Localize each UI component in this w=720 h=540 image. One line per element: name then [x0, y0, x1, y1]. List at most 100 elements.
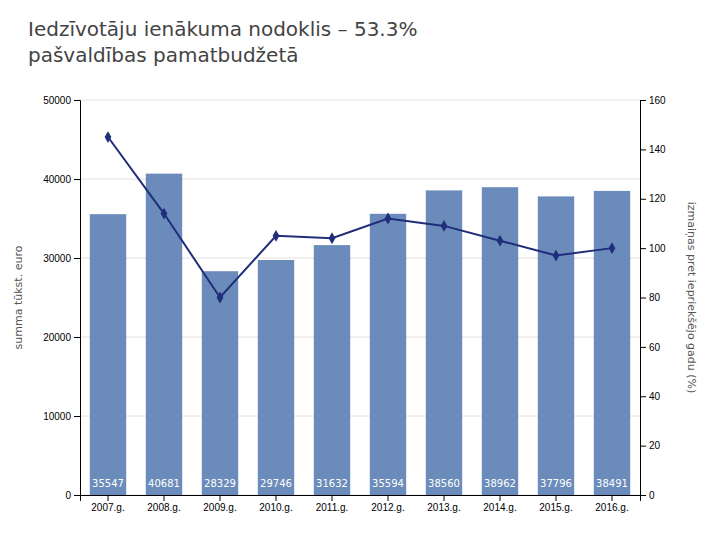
tick-mark: [640, 100, 646, 101]
marker: [273, 230, 280, 242]
tick: 30000: [43, 253, 80, 264]
marker: [441, 220, 448, 232]
tick: 2008.g.: [147, 495, 180, 513]
marker: [105, 131, 112, 143]
tick: 100: [640, 243, 666, 254]
tick-label: 2013.g.: [427, 502, 460, 513]
tick-mark: [556, 495, 557, 501]
tick-label: 40: [649, 391, 661, 402]
tick: 2012.g.: [371, 495, 404, 513]
bar: [370, 214, 406, 495]
tick-label: 10000: [43, 411, 71, 422]
axis-line: [81, 496, 641, 502]
bar: [426, 190, 462, 495]
bar: [90, 214, 126, 495]
tick-label: 60: [649, 342, 661, 353]
tick: 160: [640, 95, 666, 106]
tick-mark: [640, 495, 646, 496]
tick: 2011.g.: [316, 495, 349, 513]
data-label: 38962: [484, 478, 516, 489]
bar: [146, 174, 182, 495]
tick-mark: [220, 495, 221, 501]
marker: [217, 292, 224, 304]
tick: 120: [640, 193, 666, 204]
tick: 0: [640, 490, 655, 501]
tick-label: 100: [649, 243, 666, 254]
marker: [609, 242, 616, 254]
data-label: 35547: [92, 478, 124, 489]
tick-mark: [640, 347, 646, 348]
tick-label: 2009.g.: [203, 502, 236, 513]
tick: 40000: [43, 174, 80, 185]
axis-line: [74, 101, 81, 496]
data-label: 28329: [204, 478, 236, 489]
tick-label: 40000: [43, 174, 71, 185]
tick-mark: [74, 337, 80, 338]
tick: 2013.g.: [427, 495, 460, 513]
tick-label: 2015.g.: [539, 502, 572, 513]
y-axis: 0 10000 20000 30000 40000 50000: [43, 95, 80, 501]
tick-label: 30000: [43, 253, 71, 264]
tick-label: 20: [649, 440, 661, 451]
tick-label: 0: [649, 490, 655, 501]
tick-mark: [332, 495, 333, 501]
subtitle: pašvaldības pamatbudžetā: [28, 43, 299, 67]
axis-line: [641, 101, 647, 496]
tick: 2010.g.: [259, 495, 292, 513]
data-label: 29746: [260, 478, 292, 489]
tick: 2007.g.: [91, 495, 124, 513]
data-label: 38491: [596, 478, 628, 489]
marks: [90, 131, 630, 495]
data-labels: 3554740681283292974631632355943856038962…: [92, 478, 628, 489]
bar: [538, 196, 574, 495]
marker: [497, 235, 504, 247]
tick: 50000: [43, 95, 80, 106]
tick-mark: [276, 495, 277, 501]
marker: [161, 208, 168, 220]
tick-mark: [74, 495, 80, 496]
tick-label: 20000: [43, 332, 71, 343]
data-label: 31632: [316, 478, 348, 489]
tick-label: 50000: [43, 95, 71, 106]
tick-mark: [388, 495, 389, 501]
x-axis: 2007.g. 2008.g. 2009.g. 2010.g. 2011.g. 2012.…: [81, 495, 641, 513]
tick-label: 2016.g.: [595, 502, 628, 513]
tick-mark: [74, 416, 80, 417]
tick-mark: [74, 100, 80, 101]
chart: Iedzīvotāju ienākuma nodoklis – 53.3%paš…: [0, 0, 720, 540]
tick: 60: [640, 342, 661, 353]
data-label: 40681: [148, 478, 180, 489]
tick-mark: [74, 179, 80, 180]
y2-axis: 0 20 40 60 80 100 120 140 160: [640, 95, 666, 501]
tick-label: 80: [649, 292, 661, 303]
tick-label: 120: [649, 193, 666, 204]
line: [108, 137, 612, 297]
tick-mark: [444, 495, 445, 501]
data-label: 37796: [540, 478, 572, 489]
bar: [482, 187, 518, 495]
tick-label: 140: [649, 144, 666, 155]
title: Iedzīvotāju ienākuma nodoklis – 53.3%: [28, 17, 417, 41]
tick: 0: [65, 490, 80, 501]
tick: 2009.g.: [203, 495, 236, 513]
plot: 3554740681283292974631632355943856038962…: [12, 95, 698, 513]
y2-axis-title: izmaiņas pret iepriekšējo gadu (%): [685, 202, 698, 394]
tick-label: 2014.g.: [483, 502, 516, 513]
y-axis-title: summa tūkst. euro: [12, 245, 25, 349]
tick-label: 0: [65, 490, 71, 501]
bar: [594, 191, 630, 495]
tick: 20: [640, 440, 661, 451]
grid: [80, 100, 640, 495]
tick-mark: [640, 199, 646, 200]
tick: 20000: [43, 332, 80, 343]
bar: [314, 245, 350, 495]
tick-mark: [612, 495, 613, 501]
tick-label: 2008.g.: [147, 502, 180, 513]
tick: 2016.g.: [595, 495, 628, 513]
tick-label: 2007.g.: [91, 502, 124, 513]
data-label: 38560: [428, 478, 460, 489]
bar: [258, 260, 294, 495]
tick-mark: [74, 258, 80, 259]
tick-mark: [640, 248, 646, 249]
tick-mark: [108, 495, 109, 501]
